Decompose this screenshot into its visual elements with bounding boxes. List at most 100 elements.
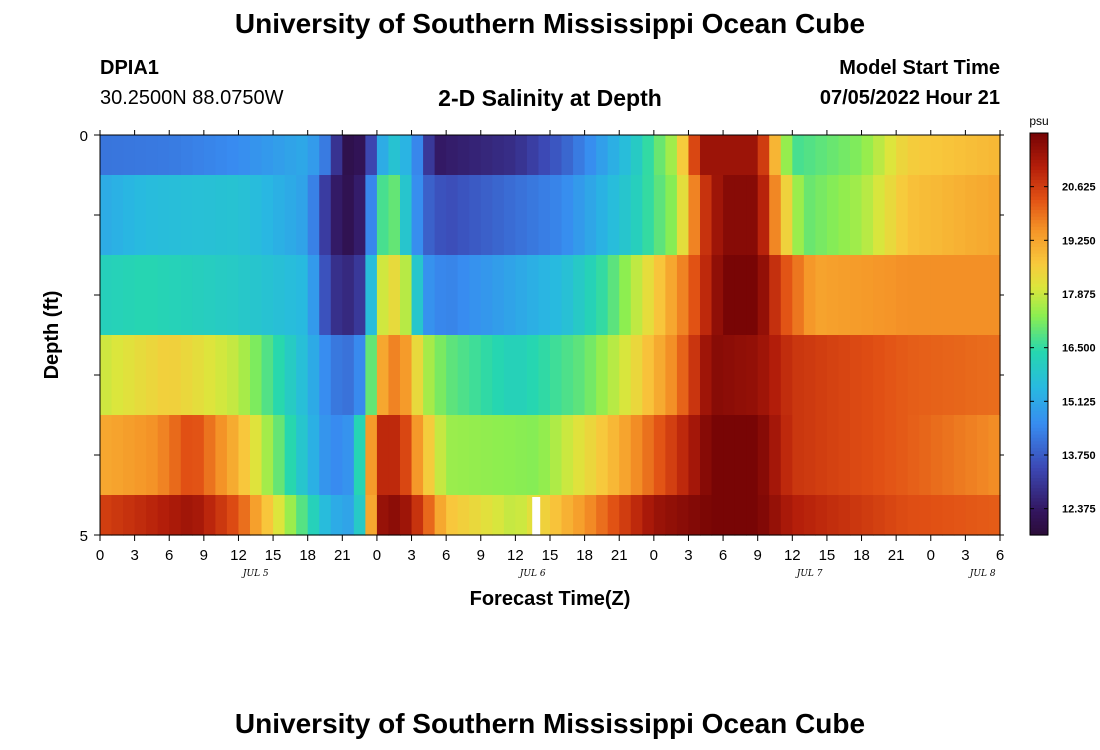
colorbar-segment xyxy=(1030,414,1048,419)
heatmap-cell xyxy=(723,135,736,176)
heatmap-cell xyxy=(734,135,747,176)
colorbar-segment xyxy=(1030,303,1048,308)
heatmap-cell xyxy=(515,135,528,176)
heatmap-cell xyxy=(873,255,886,336)
heatmap-cell xyxy=(146,175,159,256)
heatmap-cell xyxy=(307,415,320,496)
x-tick-label: 0 xyxy=(96,547,104,564)
heatmap-cell xyxy=(561,175,574,256)
heatmap-cell xyxy=(976,495,990,536)
heatmap-cell xyxy=(803,335,816,416)
colorbar-segment xyxy=(1030,498,1048,503)
heatmap-cell xyxy=(503,135,516,176)
heatmap-cell xyxy=(907,415,920,496)
heatmap-cell xyxy=(469,495,482,536)
heatmap-cell xyxy=(376,335,390,416)
heatmap-cell xyxy=(769,175,782,256)
heatmap-cell xyxy=(100,335,113,416)
colorbar-segment xyxy=(1030,203,1048,208)
heatmap-cell xyxy=(446,495,459,536)
colorbar-segment xyxy=(1030,320,1048,325)
colorbar-segment xyxy=(1030,528,1048,533)
colorbar: psu 12.375 13.750 15.125 16.500 17.875 19.250 2… xyxy=(1029,114,1096,536)
heatmap-cell xyxy=(192,415,205,496)
heatmap-cell xyxy=(838,495,851,536)
heatmap-cell xyxy=(388,415,401,496)
heatmap-cell xyxy=(469,335,482,416)
heatmap-cell xyxy=(907,175,920,256)
heatmap-cell xyxy=(919,255,932,336)
heatmap-cell xyxy=(976,255,990,336)
heatmap-cell xyxy=(307,495,320,536)
heatmap-cell xyxy=(896,495,909,536)
colorbar-segment xyxy=(1030,374,1048,379)
heatmap-cell xyxy=(169,175,182,256)
heatmap-cell xyxy=(111,255,124,336)
heatmap-cell xyxy=(792,135,805,176)
heatmap-cell xyxy=(538,335,551,416)
heatmap-cell xyxy=(723,255,736,336)
heatmap-cell xyxy=(330,255,343,336)
heatmap-cell xyxy=(365,135,378,176)
heatmap-cell xyxy=(780,335,793,416)
heatmap-cell xyxy=(653,255,666,336)
colorbar-segment xyxy=(1030,347,1048,352)
heatmap-cell xyxy=(780,135,793,176)
heatmap-cell xyxy=(492,255,505,336)
heatmap-cell xyxy=(665,335,678,416)
heatmap-cell xyxy=(250,495,263,536)
colorbar-segment xyxy=(1030,230,1048,235)
colorbar-segment xyxy=(1030,133,1048,137)
colorbar-segment xyxy=(1030,334,1048,338)
colorbar-segment xyxy=(1030,287,1048,292)
heatmap-cell xyxy=(653,335,666,416)
heatmap-cell xyxy=(930,135,943,176)
colorbar-unit: psu xyxy=(1029,114,1048,128)
colorbar-segment xyxy=(1030,511,1048,516)
heatmap-cell xyxy=(192,335,205,416)
heatmap-cell xyxy=(607,415,620,496)
x-tick-label: 3 xyxy=(684,547,692,564)
heatmap-cell xyxy=(515,255,528,336)
heatmap-cell xyxy=(619,415,632,496)
heatmap-cell xyxy=(273,495,286,536)
colorbar-segment xyxy=(1030,518,1048,523)
colorbar-segment xyxy=(1030,424,1048,429)
heatmap-cell xyxy=(688,175,701,256)
heatmap-cell xyxy=(815,335,828,416)
heatmap-cell xyxy=(850,335,863,416)
heatmap-cell xyxy=(930,255,943,336)
heatmap-cell xyxy=(180,175,193,256)
heatmap-cell xyxy=(342,175,355,256)
station-id: DPIA1 xyxy=(100,57,159,79)
x-tick-label: 9 xyxy=(200,547,208,564)
heatmap-cell xyxy=(273,255,286,336)
heatmap-cell xyxy=(826,175,840,256)
heatmap-cell xyxy=(238,175,251,256)
heatmap-cell xyxy=(746,335,759,416)
heatmap-cell xyxy=(596,415,609,496)
colorbar-segment xyxy=(1030,508,1048,513)
heatmap-cell xyxy=(642,175,655,256)
heatmap-cell xyxy=(965,255,978,336)
heatmap-cell xyxy=(596,255,609,336)
heatmap-cell xyxy=(596,135,609,176)
heatmap-cell xyxy=(884,175,897,256)
heatmap-cell xyxy=(538,175,551,256)
model-start-value: 07/05/2022 Hour 21 xyxy=(819,87,1000,109)
heatmap-cell xyxy=(884,255,897,336)
colorbar-segment xyxy=(1030,344,1048,348)
heatmap-cell xyxy=(907,495,920,536)
colorbar-segment xyxy=(1030,421,1048,426)
heatmap-cell xyxy=(838,415,851,496)
colorbar-segment xyxy=(1030,437,1048,442)
heatmap-cell xyxy=(123,255,136,336)
heatmap-cell xyxy=(146,335,159,416)
heatmap-cell xyxy=(919,335,932,416)
heatmap-cell xyxy=(100,415,113,496)
heatmap-cell xyxy=(953,415,966,496)
y-tick-label: 0 xyxy=(80,128,88,145)
x-tick-label: 0 xyxy=(373,547,381,564)
heatmap-cell xyxy=(769,335,782,416)
heatmap-cell xyxy=(988,415,1001,496)
